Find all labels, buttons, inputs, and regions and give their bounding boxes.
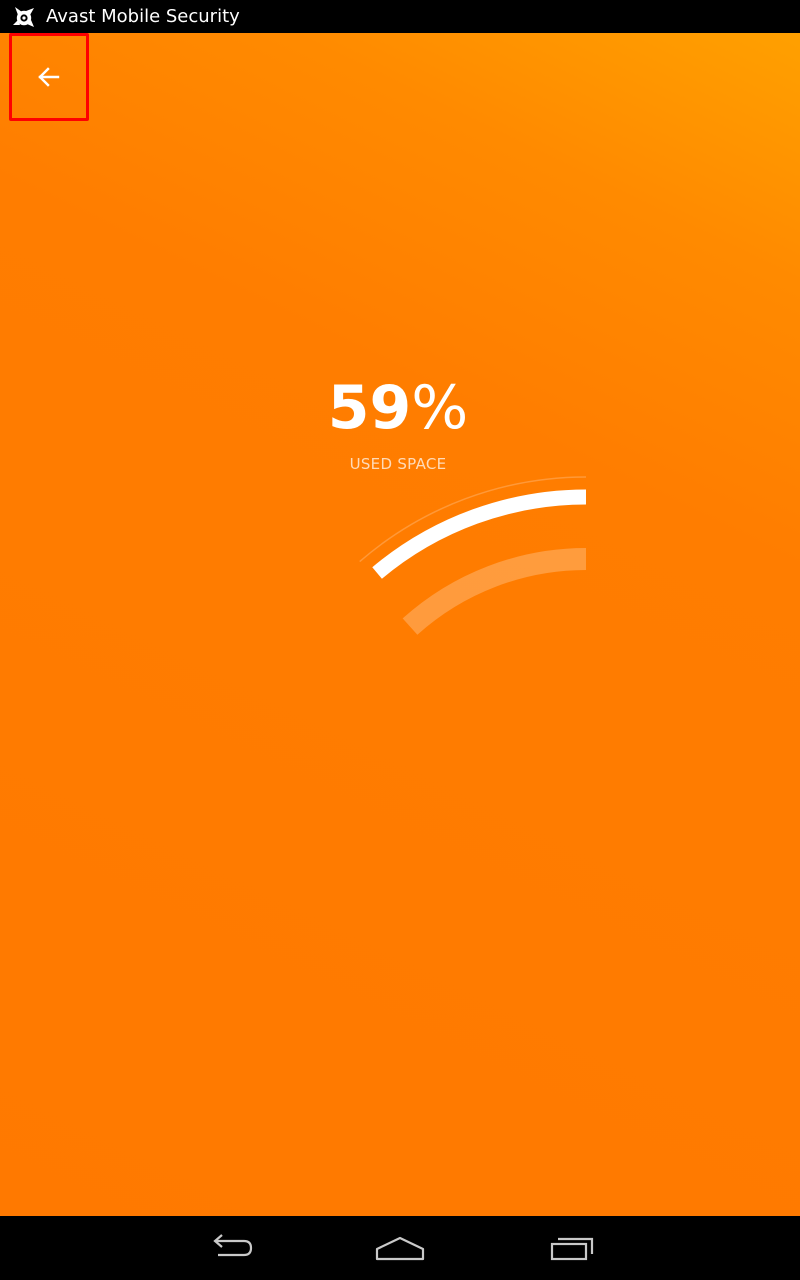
avast-logo-icon: [13, 6, 34, 27]
nav-home-button[interactable]: [345, 1216, 455, 1280]
home-icon: [375, 1236, 425, 1261]
storage-usage-gauge: [359, 476, 587, 635]
back-icon: [213, 1234, 253, 1257]
arrow-left-icon: [38, 67, 60, 87]
storage-usage-screen: 59% USED SPACE: [0, 33, 800, 1216]
recent-apps-icon: [550, 1237, 594, 1261]
system-navigation-bar: [0, 1216, 800, 1280]
back-button[interactable]: [9, 33, 89, 121]
used-space-value: 59: [327, 373, 412, 443]
percent-sign: %: [411, 373, 469, 443]
gauge-inner-track: [402, 548, 587, 635]
nav-recents-button[interactable]: [517, 1216, 627, 1280]
app-title: Avast Mobile Security: [46, 6, 240, 27]
gauge-outer-track: [359, 476, 587, 563]
app-title-bar: Avast Mobile Security: [0, 0, 800, 33]
used-space-percentage: 59%: [0, 373, 796, 443]
used-space-label: USED SPACE: [349, 455, 447, 473]
nav-back-button[interactable]: [175, 1216, 285, 1280]
gauge-used-arc: [372, 489, 587, 579]
